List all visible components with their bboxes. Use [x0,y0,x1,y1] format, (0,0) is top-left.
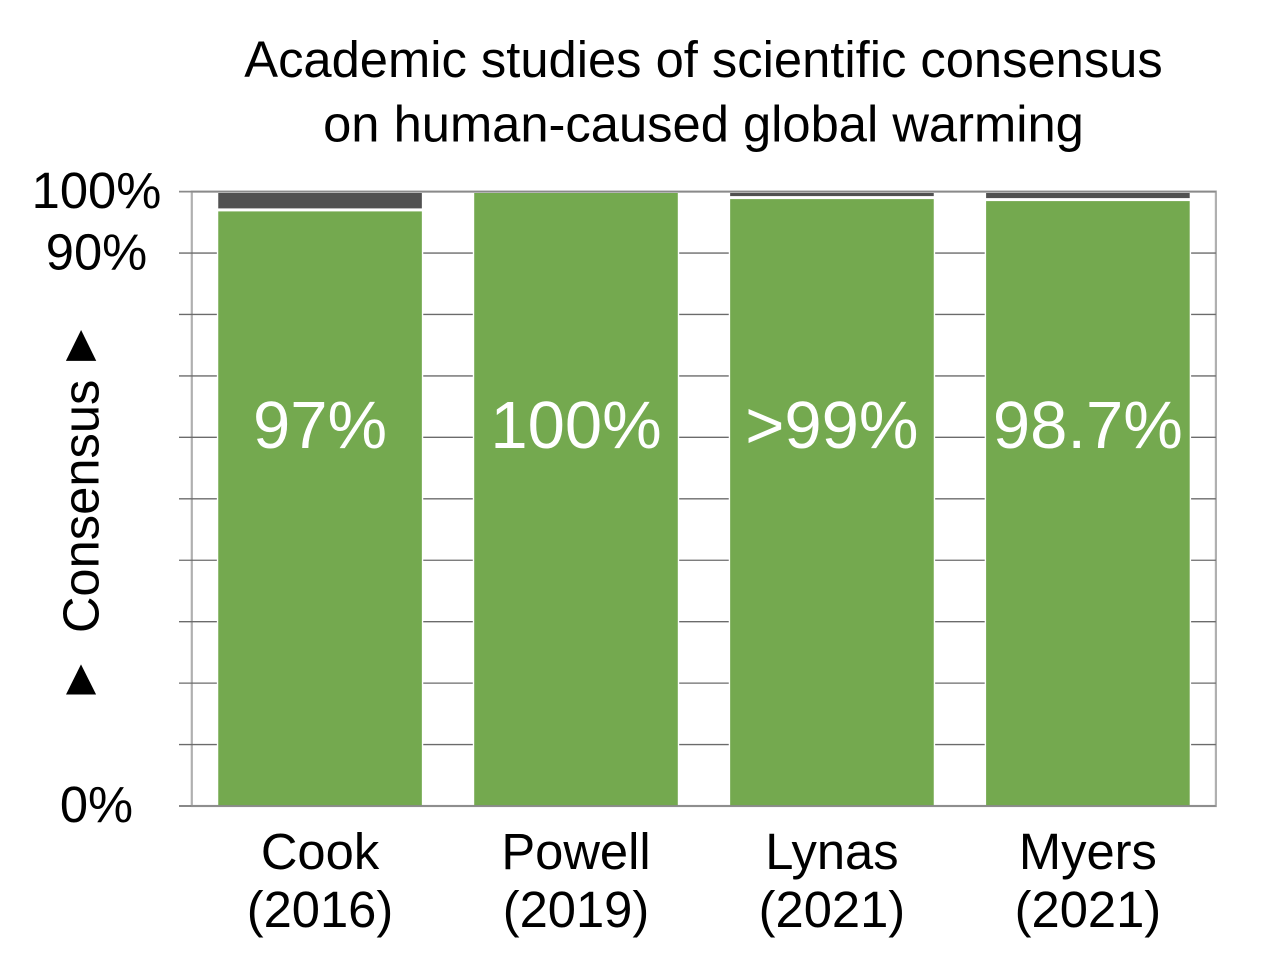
svg-text:Cook: Cook [261,823,380,880]
svg-text:(2016): (2016) [247,881,394,938]
svg-text:Academic studies of scientific: Academic studies of scientific consensus [244,31,1162,88]
svg-text:Myers: Myers [1019,823,1157,880]
svg-text:98.7%: 98.7% [993,388,1183,463]
svg-text:Lynas: Lynas [765,823,898,880]
svg-text:(2021): (2021) [759,881,906,938]
svg-text:>99%: >99% [745,388,918,463]
svg-text:Consensus: Consensus [52,380,109,634]
svg-text:(2019): (2019) [503,881,650,938]
svg-text:on human-caused global warming: on human-caused global warming [323,95,1084,152]
svg-text:90%: 90% [46,223,147,280]
svg-text:(2021): (2021) [1015,881,1162,938]
svg-text:Powell: Powell [501,823,650,880]
svg-text:0%: 0% [60,776,133,833]
svg-text:100%: 100% [490,388,661,463]
svg-text:100%: 100% [32,162,162,219]
svg-text:97%: 97% [253,388,387,463]
